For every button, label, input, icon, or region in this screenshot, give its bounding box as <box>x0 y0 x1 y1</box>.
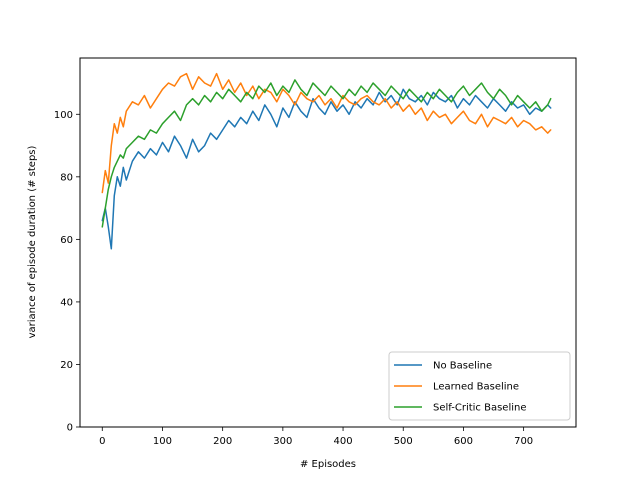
y-tick-label-2: 40 <box>60 297 73 308</box>
legend-label-2: Self-Critic Baseline <box>433 403 527 414</box>
x-tick-label-2: 200 <box>213 436 232 447</box>
series-lines <box>101 72 552 250</box>
x-axis-label: # Episodes <box>300 459 356 470</box>
y-axis-ticks: 0 20 40 60 80 100 <box>54 110 80 434</box>
legend-label-1: Learned Baseline <box>433 382 519 393</box>
legend-box <box>388 351 571 421</box>
legend-label-0: No Baseline <box>433 361 492 372</box>
y-axis-label: variance of episode duration (# steps) <box>27 146 38 339</box>
plot-frame <box>79 57 577 428</box>
y-tick-label-3: 60 <box>60 235 73 246</box>
y-tick-label-4: 80 <box>60 172 73 183</box>
x-tick-label-7: 700 <box>514 436 533 447</box>
series-line-2 <box>101 79 552 228</box>
x-tick-label-0: 0 <box>99 436 105 447</box>
series-line-1 <box>101 72 552 194</box>
x-tick-label-6: 600 <box>454 436 473 447</box>
legend: No Baseline Learned Baseline Self-Critic B… <box>388 351 571 421</box>
x-tick-label-4: 400 <box>334 436 353 447</box>
y-tick-label-1: 20 <box>60 360 73 371</box>
x-tick-label-1: 100 <box>153 436 172 447</box>
x-tick-label-3: 300 <box>273 436 292 447</box>
x-axis-ticks: 0 100 200 300 400 500 600 700 <box>99 427 533 447</box>
series-line-0 <box>101 88 552 250</box>
y-tick-label-5: 100 <box>54 110 73 121</box>
x-tick-label-5: 500 <box>394 436 413 447</box>
y-tick-label-0: 0 <box>67 423 73 434</box>
